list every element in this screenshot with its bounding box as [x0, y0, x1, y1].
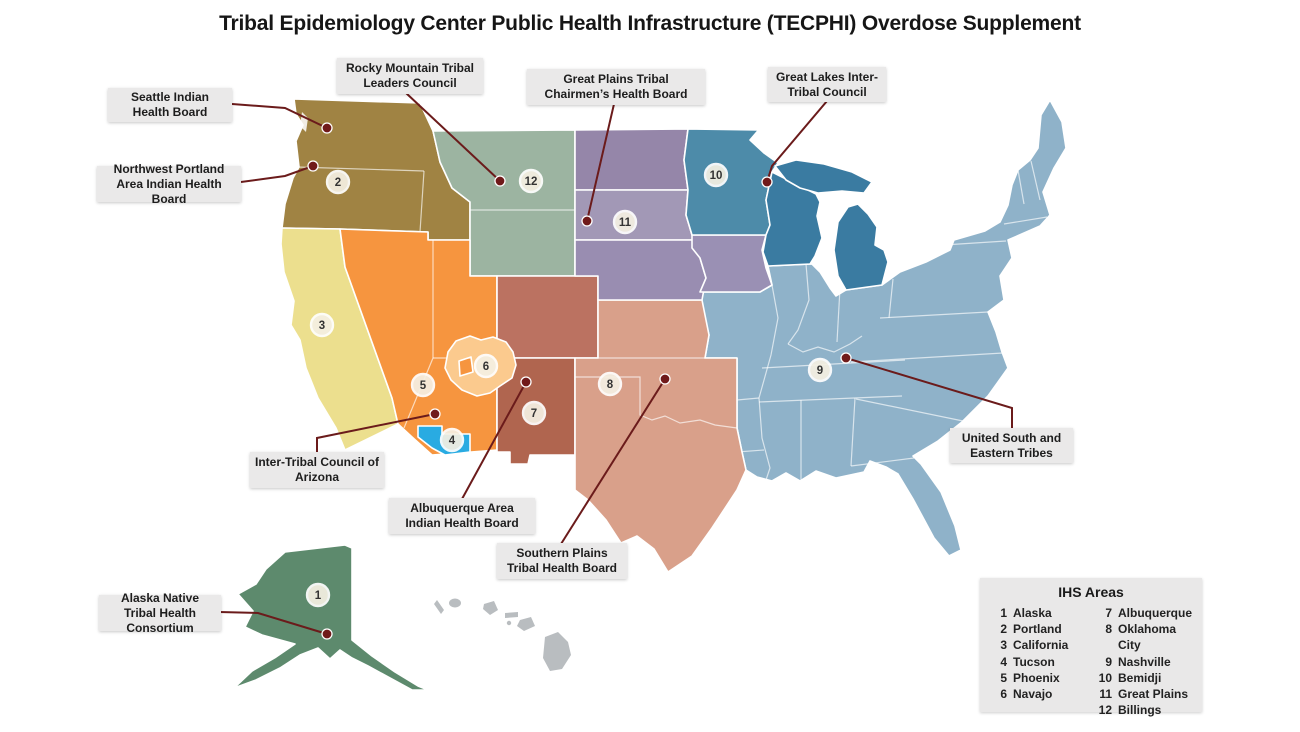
area-number-circles: 1 2 3 4 5 6 7 8 9 10 11 12 — [305, 162, 833, 608]
region-oklahoma-city — [574, 299, 747, 573]
callout-line-rocky-mountain — [405, 92, 501, 182]
svg-text:3: 3 — [319, 320, 325, 332]
region-bemidji-mi-lower — [833, 203, 889, 291]
legend-ihs-areas: IHS Areas 1 Alaska 2 Portland 3 California … — [980, 578, 1202, 717]
svg-text:12: 12 — [525, 176, 538, 188]
region-bemidji-mi-up — [774, 159, 873, 194]
legend-item: 9 Nashville — [1105, 654, 1171, 669]
area-circle-7: 7 — [521, 400, 547, 426]
callout-dot-albuquerque — [520, 376, 532, 388]
svg-text:11: 11 — [619, 217, 632, 229]
area-circle-8: 8 — [597, 371, 623, 397]
region-great-plains-nd — [574, 128, 689, 191]
legend-item: 4 Tucson — [1000, 654, 1055, 669]
legend-item: 3 California — [1000, 638, 1069, 653]
area-circle-1: 1 — [305, 582, 331, 608]
area-circle-10: 10 — [703, 162, 729, 188]
callout-label-alaska: Alaska Native Tribal Health Consortium — [99, 591, 221, 635]
callout-label-great-plains: Great Plains Tribal Chairmen’s Health Bo… — [527, 69, 705, 105]
callout-label-great-lakes: Great Lakes Inter-Tribal Council — [768, 67, 886, 102]
svg-text:5: 5 — [420, 380, 427, 392]
callout-label-rocky-mountain: Rocky Mountain Tribal Leaders Council — [337, 58, 483, 94]
callout-line-great-plains — [586, 103, 615, 222]
area-circle-9: 9 — [807, 357, 833, 383]
callout-label-nw-portland: Northwest Portland Area Indian Health Bo… — [97, 162, 241, 206]
callout-label-southern-plains: Southern Plains Tribal Health Board — [497, 543, 627, 579]
legend-item: 5 Phoenix — [1000, 670, 1060, 685]
callout-label-uset: United South and Eastern Tribes — [950, 428, 1073, 463]
region-hawaii — [434, 598, 571, 671]
area-circle-6: 6 — [473, 353, 499, 379]
callout-line-southern-plains — [560, 378, 666, 545]
legend-item: 1 Alaska — [1000, 606, 1052, 620]
svg-text:7: 7 — [531, 408, 537, 420]
state-border-ok-tx — [575, 376, 738, 429]
area-circle-5: 5 — [410, 372, 436, 398]
callout-dot-seattle — [321, 122, 333, 134]
callout-dots — [307, 122, 852, 640]
callout-label-itca: Inter-Tribal Council of Arizona — [250, 452, 384, 488]
region-iowa — [691, 234, 773, 293]
callout-line-albuquerque — [461, 381, 527, 500]
callout-dot-great-lakes — [761, 176, 773, 188]
callout-dot-uset — [840, 352, 852, 364]
callout-dot-rocky-mountain — [494, 175, 506, 187]
legend-item: 10 Bemidji — [1098, 670, 1162, 685]
region-albuquerque-colorado — [496, 275, 599, 359]
legend-item: 7 Albuquerque — [1105, 606, 1192, 620]
callout-label-seattle: Seattle Indian Health Board — [108, 88, 232, 122]
svg-text:8: 8 — [607, 379, 614, 391]
legend-item: 11 Great Plains — [1099, 687, 1189, 702]
callout-dot-alaska — [321, 628, 333, 640]
legend-item: 6 Navajo — [1000, 687, 1053, 702]
area-circle-12: 12 — [518, 168, 544, 194]
area-circle-4: 4 — [439, 427, 465, 453]
svg-text:6: 6 — [483, 361, 489, 373]
callout-line-itca — [316, 413, 436, 453]
region-alaska — [233, 544, 429, 691]
legend-item: 2 Portland — [1000, 622, 1062, 637]
legend-item: 8 Oklahoma City — [1105, 622, 1177, 653]
callout-label-albuquerque: Albuquerque Area Indian Health Board — [389, 498, 535, 534]
state-borders-east — [736, 160, 1048, 481]
area-circle-3: 3 — [309, 312, 335, 338]
callout-line-seattle — [231, 103, 328, 129]
legend-item: 12 Billings — [1098, 703, 1162, 718]
legend-title: IHS Areas — [1058, 584, 1124, 600]
area-circle-11: 11 — [612, 209, 638, 235]
callout-line-alaska — [218, 611, 328, 635]
area-circle-2: 2 — [325, 169, 351, 195]
callout-dot-great-plains — [581, 215, 593, 227]
state-border-or-id — [419, 170, 425, 233]
legend-column-2: 7 Albuquerque 8 Oklahoma City 9 Nashville 1… — [1095, 605, 1192, 718]
callout-line-uset — [845, 357, 1013, 429]
page-title: Tribal Epidemiology Center Public Health… — [219, 12, 1081, 35]
callout-dot-itca — [429, 408, 441, 420]
svg-text:4: 4 — [449, 435, 456, 447]
svg-text:9: 9 — [817, 365, 823, 377]
svg-text:10: 10 — [710, 170, 723, 182]
svg-text:2: 2 — [335, 177, 341, 189]
map-regions — [233, 98, 1067, 691]
callout-dot-nw-portland — [307, 160, 319, 172]
svg-text:1: 1 — [315, 590, 322, 602]
callout-dot-southern-plains — [659, 373, 671, 385]
callout-line-nw-portland — [240, 165, 314, 183]
callout-lines — [218, 92, 1013, 635]
